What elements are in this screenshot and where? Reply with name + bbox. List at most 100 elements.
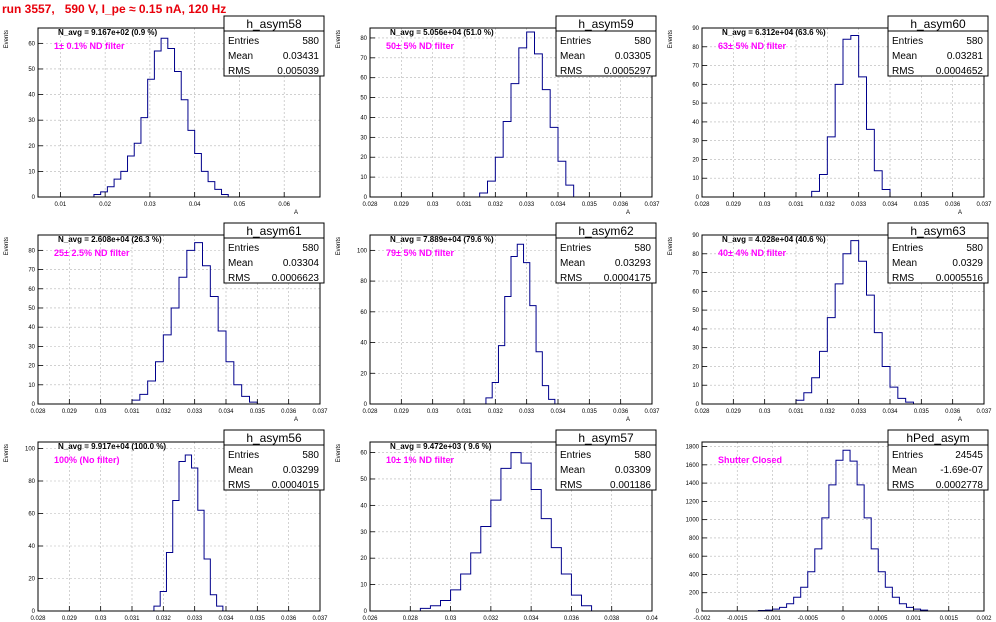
entries-row-value: 580 xyxy=(966,36,983,47)
mean-row-label: Mean xyxy=(892,258,917,269)
x-tick-label: 0.035 xyxy=(250,409,266,415)
x-axis-label: A xyxy=(626,417,630,423)
y-tick-label: 90 xyxy=(692,26,699,32)
histogram-name: h_asym57 xyxy=(578,431,634,445)
x-tick-label: 0.038 xyxy=(604,616,620,622)
entries-row-label: Entries xyxy=(892,450,923,461)
x-tick-label: 0.029 xyxy=(726,202,742,208)
y-tick-label: 0 xyxy=(32,609,36,615)
filter-annotation: 63± 5% ND filter xyxy=(718,41,786,51)
x-tick-label: 0.03 xyxy=(759,409,771,415)
plot-frame xyxy=(701,27,985,198)
y-tick-label: 10 xyxy=(692,383,699,389)
x-tick-label: 0.029 xyxy=(394,409,410,415)
histogram-panel-h_asym61: 0.028 0.029 0.03 0.031 0.032 0.033 0.034 0.035 0… xyxy=(4,222,328,423)
x-tick-label: 0.031 xyxy=(456,409,472,415)
x-tick-label: 0.032 xyxy=(488,202,504,208)
x-tick-label: 0.029 xyxy=(62,409,78,415)
x-tick-label: 0.031 xyxy=(124,616,140,622)
y-tick-label: 1400 xyxy=(686,481,700,487)
y-tick-label: 60 xyxy=(692,289,699,295)
plot-frame xyxy=(369,27,653,198)
histogram-name: h_asym59 xyxy=(578,17,634,31)
y-axis-label: Events xyxy=(4,237,10,255)
y-tick-label: 20 xyxy=(360,371,367,377)
y-tick-label: 50 xyxy=(28,67,35,73)
plot-frame xyxy=(369,234,653,405)
rms-row-value: 0.005039 xyxy=(277,66,319,77)
plot-frame xyxy=(37,234,321,405)
rms-row-value: 0.0005297 xyxy=(604,66,652,77)
y-tick-label: 10 xyxy=(360,583,367,589)
x-tick-label: 0.031 xyxy=(788,409,804,415)
histogram-name: h_asym62 xyxy=(578,224,634,238)
y-tick-label: 80 xyxy=(28,479,35,485)
rms-row-value: 0.0004175 xyxy=(604,273,652,284)
y-tick-label: 40 xyxy=(360,503,367,509)
y-tick-label: 70 xyxy=(360,56,367,62)
y-tick-label: 40 xyxy=(360,115,367,121)
histogram-name: h_asym58 xyxy=(246,17,302,31)
histogram-name: hPed_asym xyxy=(906,431,969,445)
filter-annotation: 50± 5% ND filter xyxy=(386,41,454,51)
histogram-series xyxy=(419,452,593,611)
x-tick-label: 0.031 xyxy=(456,202,472,208)
histogram-series xyxy=(795,240,914,404)
mean-row-label: Mean xyxy=(892,465,917,476)
x-tick-label: 0.034 xyxy=(218,616,234,622)
rms-row-label: RMS xyxy=(560,480,583,491)
entries-row-label: Entries xyxy=(228,450,259,461)
entries-row-label: Entries xyxy=(560,243,591,254)
y-tick-label: 0 xyxy=(364,609,368,615)
x-tick-label: 0.0005 xyxy=(869,616,888,622)
x-tick-label: 0.037 xyxy=(644,409,660,415)
y-tick-label: 70 xyxy=(692,64,699,70)
x-tick-label: 0.036 xyxy=(281,409,297,415)
x-tick-label: 0.033 xyxy=(187,409,203,415)
x-tick-label: 0.03 xyxy=(95,616,107,622)
x-tick-label: -0.001 xyxy=(764,616,782,622)
y-tick-label: 80 xyxy=(360,279,367,285)
mean-row-value: -1.69e-07 xyxy=(940,465,983,476)
y-tick-label: 400 xyxy=(689,572,700,578)
y-tick-label: 60 xyxy=(28,287,35,293)
x-tick-label: 0.034 xyxy=(524,616,540,622)
x-tick-label: 0.036 xyxy=(281,616,297,622)
navg-label: N_avg = 9.917e+04 (100.0 %) xyxy=(58,442,166,451)
entries-row-value: 580 xyxy=(302,450,319,461)
x-tick-label: 0.034 xyxy=(882,409,898,415)
x-tick-label: 0.032 xyxy=(156,409,172,415)
mean-row-value: 0.03431 xyxy=(283,51,320,62)
x-tick-label: 0.032 xyxy=(820,202,836,208)
x-tick-label: 0.04 xyxy=(646,616,658,622)
rms-row-value: 0.0004652 xyxy=(936,66,984,77)
x-tick-label: 0.06 xyxy=(278,202,290,208)
stats-box xyxy=(887,222,989,284)
rms-row-value: 0.0005516 xyxy=(936,273,984,284)
y-tick-label: 20 xyxy=(692,364,699,370)
y-tick-label: 90 xyxy=(692,233,699,239)
mean-row-label: Mean xyxy=(228,51,253,62)
y-tick-label: 50 xyxy=(692,101,699,107)
rms-row-label: RMS xyxy=(560,66,583,77)
y-tick-label: 40 xyxy=(28,93,35,99)
x-tick-label: 0.034 xyxy=(550,409,566,415)
y-tick-label: 60 xyxy=(360,76,367,82)
y-tick-label: 0 xyxy=(696,195,700,201)
histogram-series xyxy=(485,243,556,404)
y-tick-label: 80 xyxy=(360,36,367,42)
y-tick-label: 10 xyxy=(28,383,35,389)
histogram-series xyxy=(479,31,575,197)
y-tick-label: 600 xyxy=(689,554,700,560)
y-tick-label: 80 xyxy=(692,252,699,258)
y-tick-label: 80 xyxy=(28,248,35,254)
x-tick-label: 0.002 xyxy=(976,616,992,622)
x-tick-label: 0.029 xyxy=(62,616,78,622)
y-tick-label: 40 xyxy=(692,327,699,333)
mean-row-label: Mean xyxy=(560,51,585,62)
x-tick-label: 0.02 xyxy=(99,202,111,208)
y-tick-label: 1800 xyxy=(686,445,700,451)
filter-annotation: 25± 2.5% ND filter xyxy=(54,248,130,258)
filter-annotation: 79± 5% ND filter xyxy=(386,248,454,258)
